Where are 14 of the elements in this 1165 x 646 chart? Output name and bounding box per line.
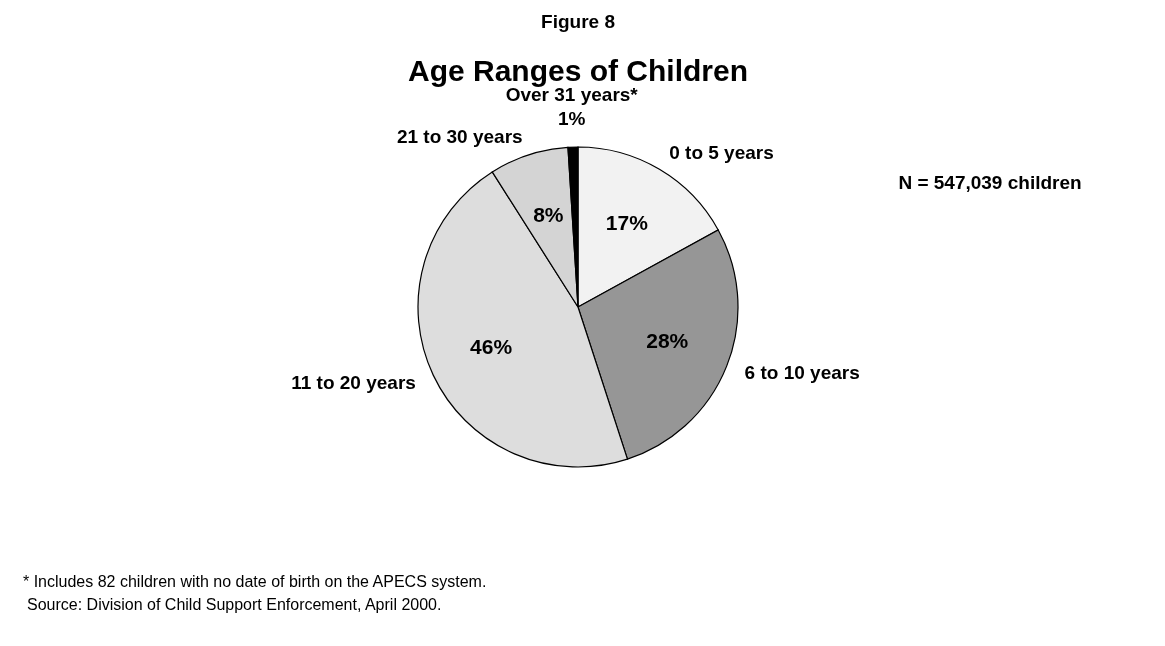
data-label: 46% <box>470 334 513 358</box>
caption: Figure 8 <box>541 11 615 32</box>
data-label: 28% <box>646 329 689 353</box>
source-note: Source: Division of Child Support Enforcement, April 2000. <box>27 596 442 613</box>
chart-title: Age Ranges of Children <box>407 54 749 87</box>
slice-label: 21 to 30 years <box>396 125 523 147</box>
slice-label: 0 to 5 years <box>669 141 774 163</box>
slice-label: 11 to 20 years <box>291 372 416 394</box>
data-label: 1% <box>557 108 586 130</box>
data-label: 8% <box>533 202 564 226</box>
text: * Includes 82 children with no date of birth on the APECS system. <box>23 573 487 590</box>
data-label: 17% <box>605 211 649 235</box>
text: N = 547,039 children <box>898 172 1082 193</box>
slice-label: 6 to 10 years <box>744 361 860 383</box>
